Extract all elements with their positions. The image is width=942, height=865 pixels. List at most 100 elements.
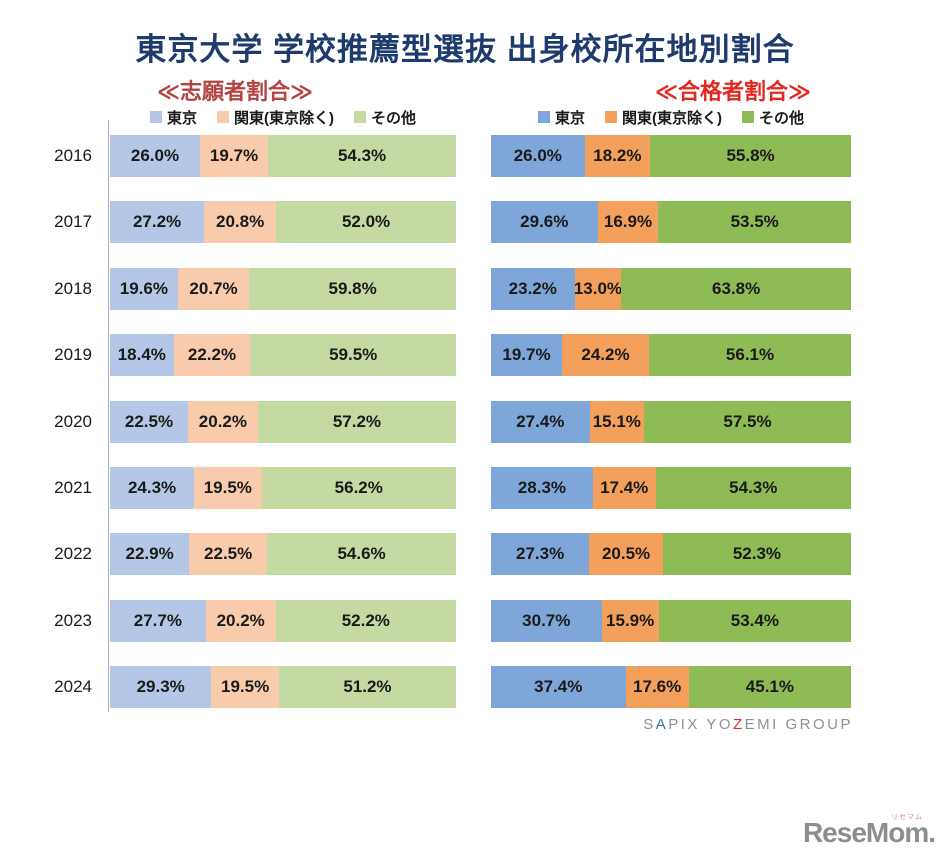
bar-segment-tokyo: 27.4% xyxy=(491,400,590,443)
bar-segment-label: 17.6% xyxy=(633,677,682,696)
legend-item-tokyo: 東京 xyxy=(149,107,197,128)
legend-label-other: その他 xyxy=(371,109,417,127)
bar-segment-label: 15.9% xyxy=(606,610,655,630)
bar-row-2016: 26.0% 19.7% 54.3% xyxy=(110,135,456,177)
bar-segment-label: 63.8% xyxy=(712,278,761,298)
bar-segment-label: 20.2% xyxy=(198,411,247,431)
bar-segment-label: 20.2% xyxy=(216,610,265,630)
bar-row-2024: 29.3% 19.5% 51.2% xyxy=(110,666,456,708)
bar-segment-label: 27.4% xyxy=(516,411,565,431)
bar-segment-label: 20.5% xyxy=(601,544,651,564)
legend-swatch-kanto xyxy=(217,111,229,123)
bar-segment-tokyo: 22.5% xyxy=(110,400,188,443)
bar-row-2017: 29.6% 16.9% 53.5% xyxy=(491,201,851,244)
bar-segment-label: 57.5% xyxy=(723,411,772,431)
bar-segment-label: 24.3% xyxy=(127,477,177,497)
bar-segment-label: 54.3% xyxy=(729,477,778,497)
year-label: 2018 xyxy=(54,278,92,298)
bar-segment-kanto: 20.2% xyxy=(205,599,276,642)
bar-segment-tokyo: 30.7% xyxy=(491,599,602,642)
bar-row-2021: 24.3% 19.5% 56.2% xyxy=(110,466,456,509)
year-label: 2024 xyxy=(54,677,92,696)
y-axis-line xyxy=(108,120,109,712)
bar-segment-kanto: 20.2% xyxy=(187,400,258,443)
year-label: 2019 xyxy=(54,345,92,365)
bar-segment-label: 55.8% xyxy=(726,146,775,165)
bar-segment-label: 28.3% xyxy=(517,477,567,497)
bar-segment-label: 20.7% xyxy=(189,278,238,298)
year-label: 2021 xyxy=(54,477,92,497)
bar-segment-label: 19.5% xyxy=(221,677,270,696)
bar-segment-label: 24.2% xyxy=(581,345,630,365)
bar-row-2020: 27.4% 15.1% 57.5% xyxy=(491,400,851,443)
bar-segment-label: 59.8% xyxy=(328,278,377,298)
bar-segment-label: 51.2% xyxy=(343,677,392,696)
legend-swatch-other xyxy=(742,111,754,123)
bar-segment-other: 59.5% xyxy=(250,334,456,377)
bar-segment-tokyo: 24.3% xyxy=(110,466,195,509)
bar-segment-kanto: 20.7% xyxy=(177,267,250,310)
bar-row-2024: 37.4% 17.6% 45.1% xyxy=(491,666,851,708)
bar-segment-kanto: 19.5% xyxy=(211,666,279,708)
bar-segment-label: 22.5% xyxy=(204,544,253,564)
bar-segment-label: 26.0% xyxy=(130,146,180,165)
bar-segment-label: 52.3% xyxy=(732,544,782,564)
bar-segment-tokyo: 27.7% xyxy=(110,599,206,642)
bar-segment-kanto: 13.0% xyxy=(574,267,622,310)
legend-swatch-other xyxy=(354,111,366,123)
legend-swatch-tokyo xyxy=(149,111,162,123)
bar-row-2022: 22.9% 22.5% 54.6% xyxy=(110,533,456,576)
bar-segment-tokyo: 23.2% xyxy=(491,267,575,310)
bar-segment-label: 16.9% xyxy=(603,212,653,232)
bar-segment-other: 54.6% xyxy=(267,533,456,576)
legend-item-other: その他 xyxy=(742,107,804,128)
bar-segment-other: 53.5% xyxy=(658,201,851,244)
bar-segment-label: 22.5% xyxy=(124,411,174,431)
year-label: 2016 xyxy=(54,146,92,165)
bar-segment-label: 18.4% xyxy=(117,345,166,365)
bar-segment-label: 18.2% xyxy=(593,146,642,165)
bar-segment-label: 54.6% xyxy=(337,544,386,564)
legend-swatch-tokyo xyxy=(537,111,550,123)
bar-segment-kanto: 19.7% xyxy=(199,135,269,177)
legend-label-tokyo: 東京 xyxy=(554,109,585,127)
bar-segment-label: 19.5% xyxy=(203,477,252,497)
bar-row-2020: 22.5% 20.2% 57.2% xyxy=(110,400,456,443)
bar-segment-other: 54.3% xyxy=(655,466,851,509)
bar-row-2017: 27.2% 20.8% 52.0% xyxy=(110,201,456,244)
bar-segment-tokyo: 19.7% xyxy=(491,334,562,377)
bar-segment-other: 53.4% xyxy=(658,599,851,642)
sapix-yozemi-logo: SAPIX YOZEMI GROUP xyxy=(491,716,853,733)
resemom-logo-ruby: リセマム xyxy=(891,814,923,821)
bar-row-2021: 28.3% 17.4% 54.3% xyxy=(491,466,851,509)
bar-segment-tokyo: 26.0% xyxy=(110,135,200,177)
bar-segment-tokyo: 22.9% xyxy=(110,533,190,576)
legend-label-tokyo: 東京 xyxy=(166,109,197,127)
bar-row-2022: 27.3% 20.5% 52.3% xyxy=(491,533,851,576)
legend-label-kanto: 関東(東京除く) xyxy=(234,109,334,127)
bar-segment-label: 27.3% xyxy=(515,544,565,564)
resemom-logo: リセマム ReseMom. xyxy=(803,814,936,848)
bar-segment-kanto: 22.5% xyxy=(189,533,268,576)
bar-segment-other: 56.2% xyxy=(261,466,456,509)
bar-segment-other: 59.8% xyxy=(249,267,456,310)
bar-row-2018: 23.2% 13.0% 63.8% xyxy=(491,267,851,310)
year-label: 2022 xyxy=(54,544,92,564)
sapix-logo-letter: S xyxy=(643,716,656,733)
bar-segment-label: 29.3% xyxy=(136,677,185,696)
bar-row-2023: 27.7% 20.2% 52.2% xyxy=(110,599,457,642)
bar-segment-label: 56.1% xyxy=(725,345,775,365)
bar-segment-kanto: 18.2% xyxy=(584,135,651,177)
legend-item-tokyo: 東京 xyxy=(537,107,585,128)
bar-segment-label: 53.4% xyxy=(730,610,779,630)
bar-segment-label: 22.2% xyxy=(187,345,237,365)
bar-segment-label: 26.0% xyxy=(513,146,562,165)
bar-segment-label: 22.9% xyxy=(125,544,174,564)
sapix-logo-letter-a: A xyxy=(655,716,669,733)
bar-segment-other: 52.3% xyxy=(662,533,851,576)
legend-item-kanto: 関東(東京除く) xyxy=(217,107,334,128)
bar-row-2019: 19.7% 24.2% 56.1% xyxy=(491,334,851,377)
bar-segment-other: 57.2% xyxy=(257,400,456,443)
bar-segment-tokyo: 26.0% xyxy=(491,135,585,177)
